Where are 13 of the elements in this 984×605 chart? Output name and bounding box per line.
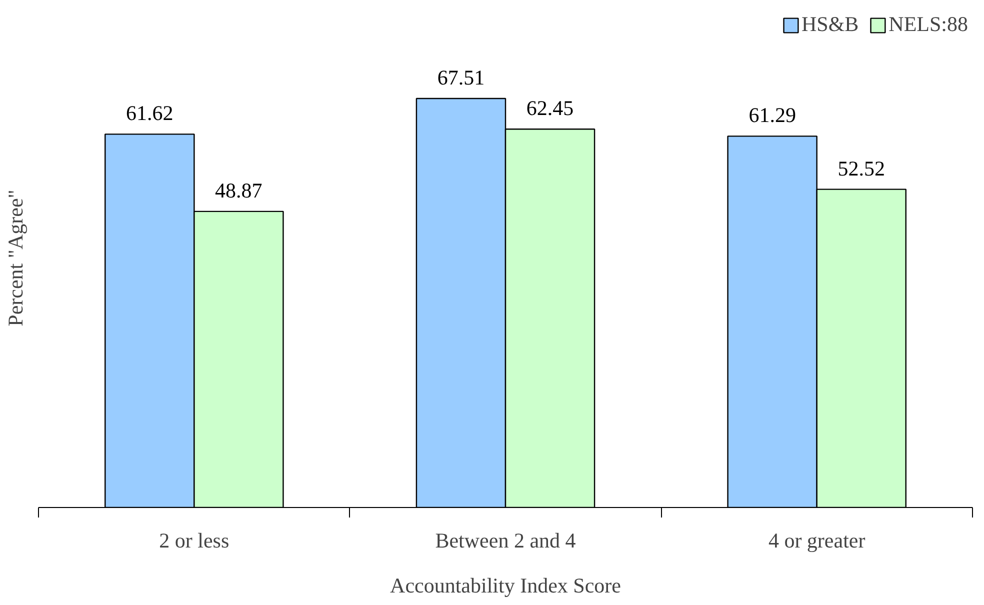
x-tick-label: 4 or greater xyxy=(768,528,866,552)
x-tick-label: Between 2 and 4 xyxy=(435,528,576,552)
data-label: 61.62 xyxy=(126,101,174,126)
data-label: 67.51 xyxy=(437,65,485,90)
legend-label: HS&B xyxy=(801,12,859,37)
x-axis-title: Accountability Index Score xyxy=(390,574,621,598)
data-label: 62.45 xyxy=(526,96,574,120)
x-tick-label: 2 or less xyxy=(159,528,230,552)
data-label: 52.52 xyxy=(838,156,885,180)
y-axis-title: Percent "Agree" xyxy=(4,190,28,326)
data-label: 61.29 xyxy=(748,103,796,128)
legend-label: NELS:88 xyxy=(888,12,968,37)
data-label: 48.87 xyxy=(215,178,262,202)
